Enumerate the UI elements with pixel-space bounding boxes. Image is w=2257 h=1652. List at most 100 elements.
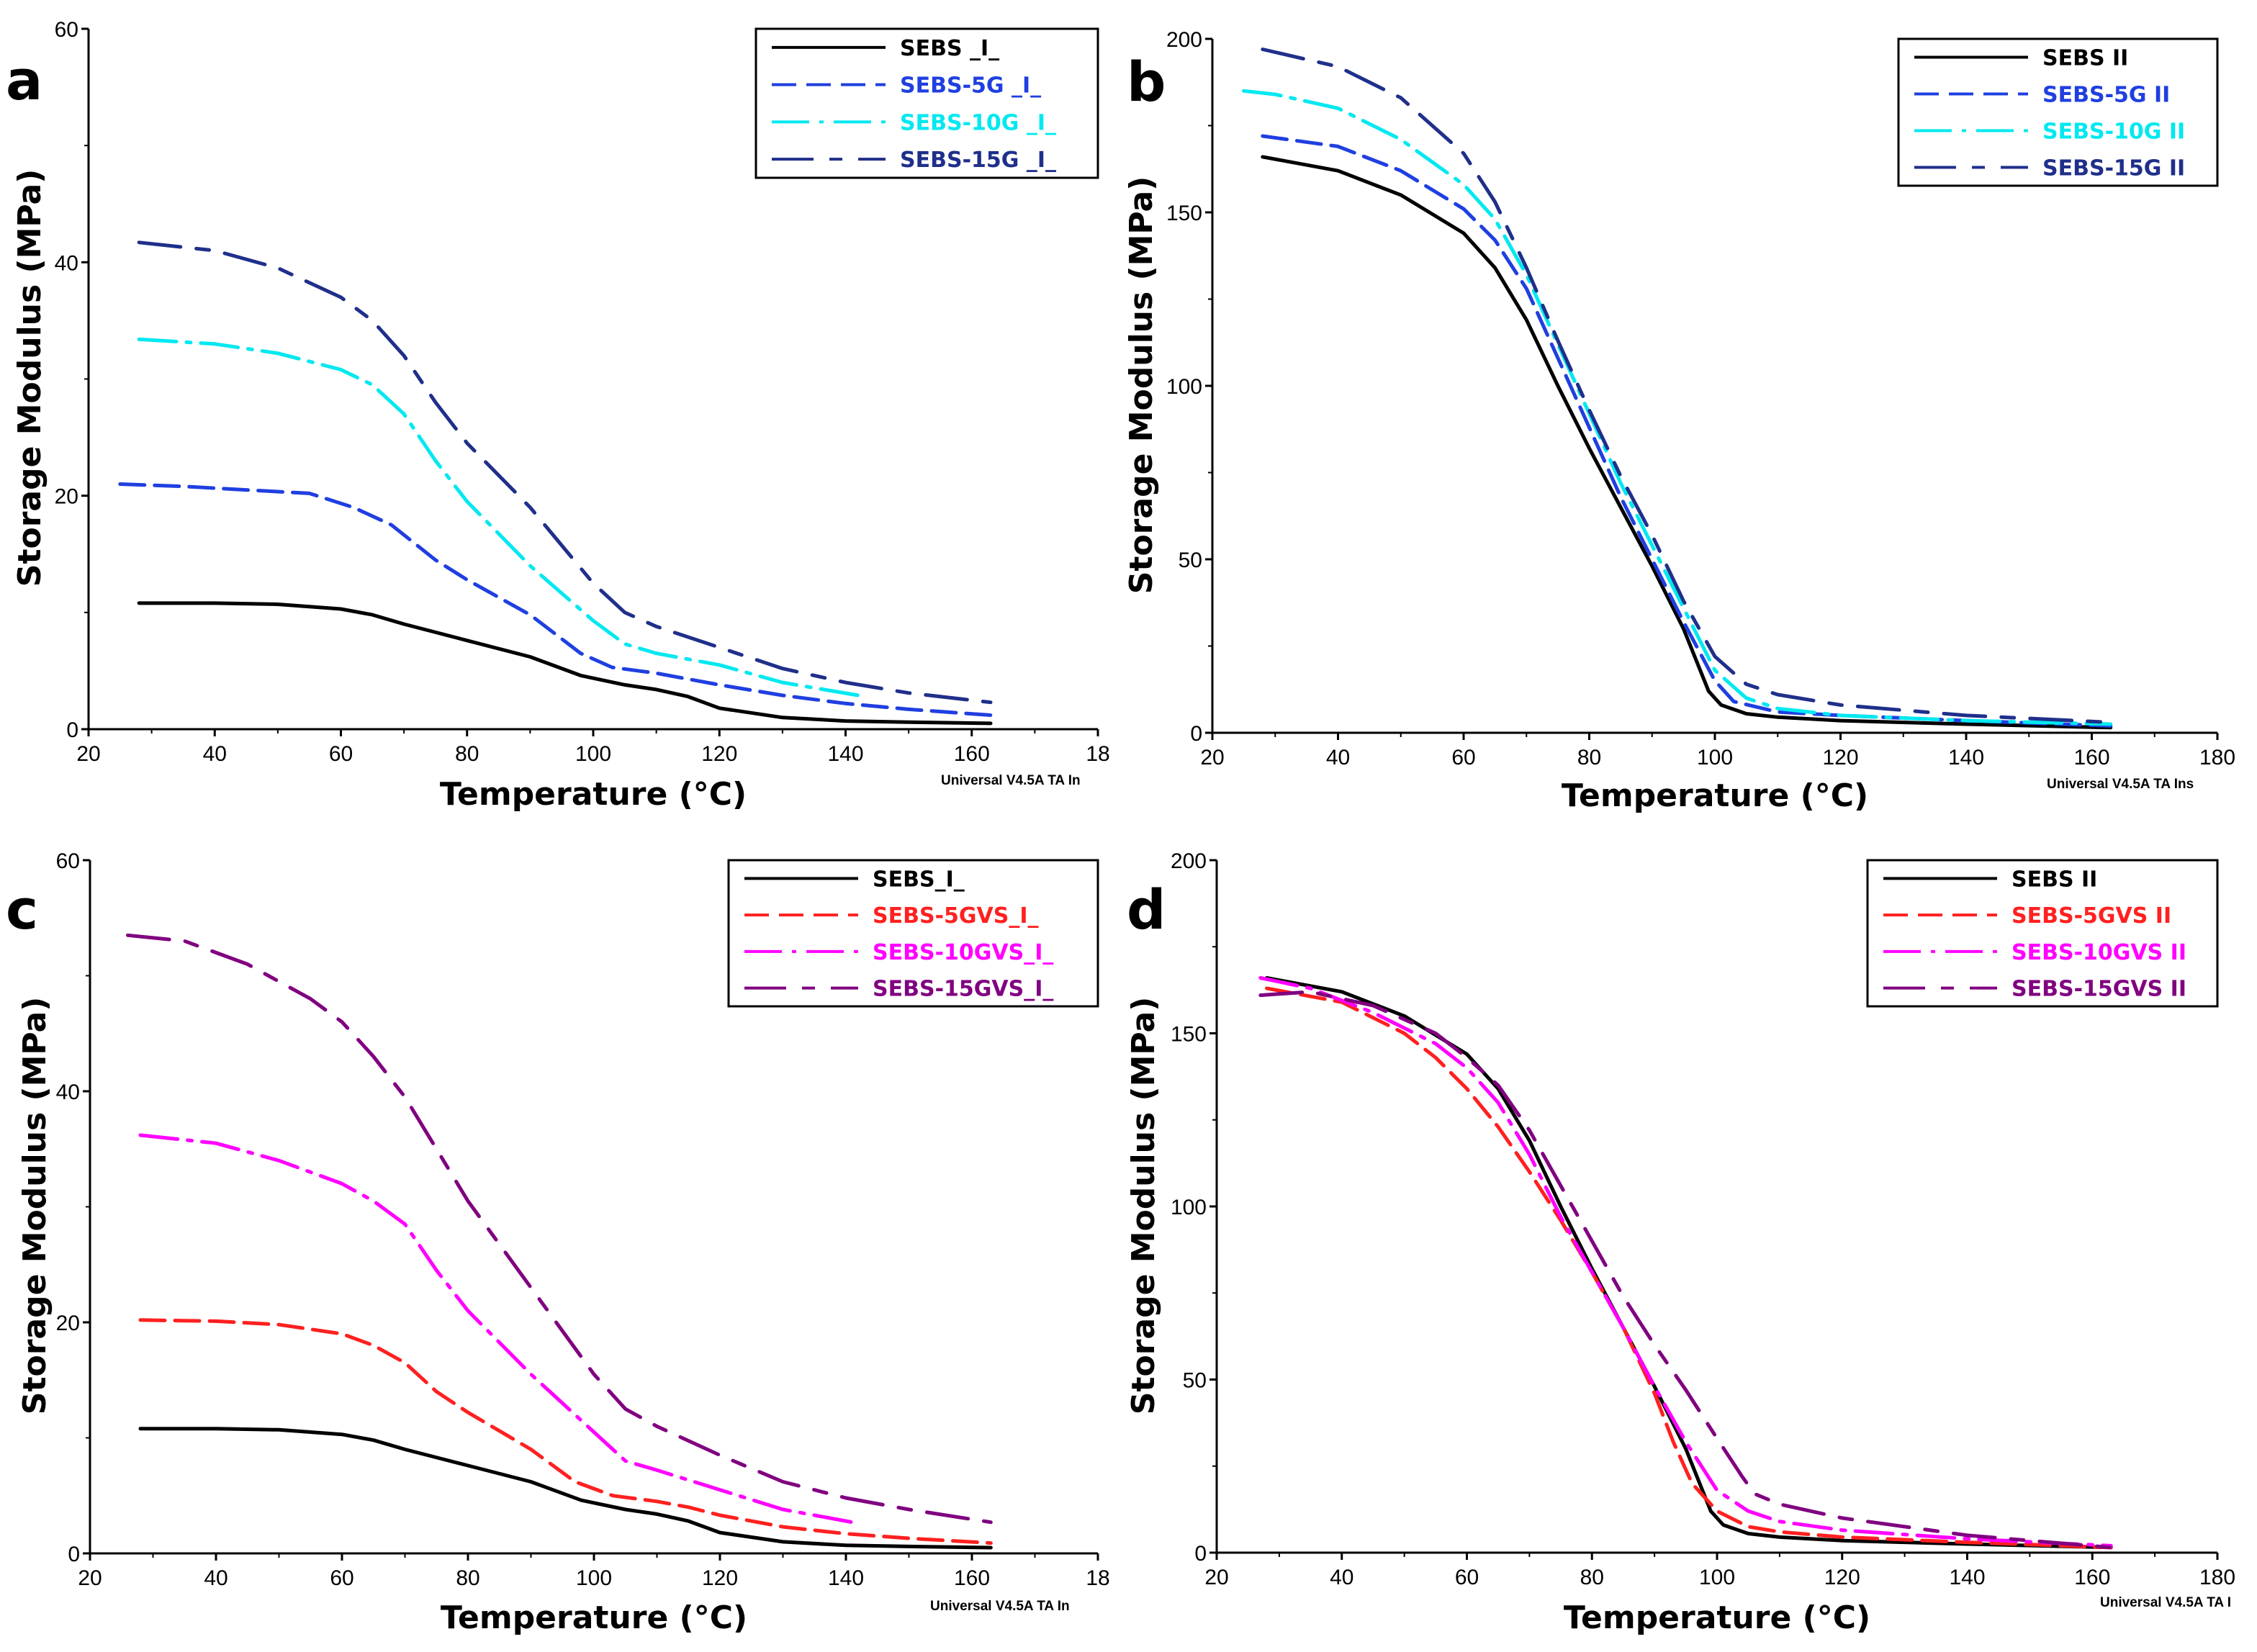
series-lines bbox=[1258, 976, 2113, 1550]
x-tick-label: 80 bbox=[456, 1566, 479, 1590]
y-tick-label: 150 bbox=[1166, 202, 1202, 225]
x-tick-label: 40 bbox=[1330, 1566, 1353, 1589]
y-tick-label: 0 bbox=[1194, 1542, 1207, 1566]
legend-entry: SEBS-5GVS II bbox=[2012, 903, 2171, 929]
legend-entry: SEBS-10GVS II bbox=[2012, 940, 2186, 965]
y-tick-label: 20 bbox=[56, 1312, 80, 1335]
x-tick-label: 140 bbox=[1948, 746, 1984, 769]
instrument-footer: Universal V4.5A TA In bbox=[930, 1599, 1070, 1614]
x-axis-title: Temperature (°C) bbox=[1564, 1599, 1870, 1636]
series-line-2 bbox=[1265, 986, 2113, 1550]
legend-entry: SEBS _I_ bbox=[900, 36, 999, 61]
y-tick-label: 200 bbox=[1166, 28, 1202, 52]
series-line-2 bbox=[1261, 134, 2113, 728]
legend: SEBS II SEBS-5GVS II SEBS-10GVS II SEBS-15G… bbox=[1866, 859, 2219, 1008]
legend-box bbox=[1866, 859, 2219, 1008]
legend-entry: SEBS-10G _I_ bbox=[900, 110, 1056, 135]
x-tick-label: 40 bbox=[204, 1566, 227, 1590]
x-tick-label: 140 bbox=[1949, 1566, 1985, 1589]
legend-entry: SEBS-5G II bbox=[2042, 83, 2170, 108]
legend: SEBS_I_ SEBS-5GVS_I_ SEBS-10GVS_I_ SEBS-15G… bbox=[727, 859, 1099, 1008]
x-tick-label: 20 bbox=[1200, 746, 1224, 769]
x-tick-label: 160 bbox=[954, 742, 990, 766]
y-tick-label: 100 bbox=[1171, 1196, 1207, 1219]
x-axis-title: Temperature (°C) bbox=[1562, 777, 1868, 814]
legend-box bbox=[727, 859, 1099, 1008]
panel-letter: c bbox=[6, 877, 38, 942]
series-line-3 bbox=[138, 1133, 860, 1525]
legend-entry: SEBS-15G II bbox=[2042, 156, 2185, 181]
series-lines bbox=[118, 240, 993, 726]
x-tick-label: 140 bbox=[828, 1566, 864, 1590]
y-tick-label: 40 bbox=[56, 1080, 80, 1104]
x-tick-label: 100 bbox=[1699, 1566, 1735, 1589]
x-tick-label: 180 bbox=[2199, 746, 2235, 769]
series-lines bbox=[1242, 48, 2113, 730]
x-tick-label: 180 bbox=[2199, 1566, 2235, 1589]
x-tick-label: 40 bbox=[1326, 746, 1350, 769]
panel-d: 20 40 60 80 100 120 140 160 180 0 50 100 150 200 Tempe… bbox=[1125, 849, 2235, 1636]
series-line-2 bbox=[138, 1318, 993, 1545]
legend-entry: SEBS-10G II bbox=[2042, 119, 2185, 145]
x-tick-label: 60 bbox=[329, 742, 353, 766]
y-tick-label: 150 bbox=[1171, 1023, 1207, 1047]
y-tick-label: 0 bbox=[1190, 722, 1202, 746]
x-tick-label: 100 bbox=[1697, 746, 1733, 769]
x-tick-label: 20 bbox=[76, 742, 100, 766]
x-tick-label: 100 bbox=[576, 1566, 612, 1590]
x-tick-label: 60 bbox=[1455, 1566, 1479, 1589]
x-tick-label: 120 bbox=[701, 742, 737, 766]
x-tick-label: 60 bbox=[1451, 746, 1475, 769]
series-line-3 bbox=[1242, 89, 2113, 726]
panel-letter: b bbox=[1127, 50, 1166, 114]
series-line-4 bbox=[1258, 990, 2113, 1550]
panel-c: 20 40 60 80 100 120 140 160 180204060Temperature… bbox=[6, 849, 1110, 1636]
series-line-3 bbox=[137, 337, 860, 698]
y-tick-label: 40 bbox=[55, 251, 78, 275]
series-lines bbox=[126, 933, 993, 1550]
x-tick-label: 40 bbox=[203, 742, 227, 766]
legend-entry: SEBS II bbox=[2012, 867, 2097, 892]
x-tick-label: 20 bbox=[1204, 1566, 1228, 1589]
instrument-footer: Universal V4.5A TA Ins bbox=[2047, 777, 2194, 792]
x-tick-label: 80 bbox=[1577, 746, 1601, 769]
x-tick-label: 80 bbox=[1580, 1566, 1604, 1589]
legend-entry: SEBS-10GVS_I_ bbox=[873, 940, 1053, 965]
legend-entry: SEBS-5GVS_I_ bbox=[873, 903, 1039, 929]
x-tick-label: 140 bbox=[827, 742, 863, 766]
series-line-1 bbox=[137, 601, 993, 726]
y-tick-label: 60 bbox=[55, 18, 78, 42]
y-tick-label: 50 bbox=[1179, 549, 1202, 572]
x-tick-label: 18 bbox=[1086, 742, 1109, 766]
series-line-2 bbox=[118, 482, 993, 717]
legend-entry: SEBS-5G _I_ bbox=[900, 73, 1041, 99]
y-axis-title: Storage Modulus (MPa) bbox=[1125, 997, 1162, 1415]
legend: SEBS _I_ SEBS-5G _I_ SEBS-10G _I_ SEBS-15G … bbox=[754, 27, 1099, 179]
x-tick-label: 120 bbox=[1824, 1566, 1860, 1589]
legend: SEBS II SEBS-5G II SEBS-10G II SEBS-15G II bbox=[1897, 37, 2219, 187]
x-tick-label: 100 bbox=[575, 742, 611, 766]
series-line-1 bbox=[138, 1427, 993, 1550]
y-tick-label: 0 bbox=[66, 718, 78, 742]
x-tick-label: 20 bbox=[78, 1566, 102, 1590]
series-line-4 bbox=[137, 240, 993, 705]
panel-letter: a bbox=[6, 48, 42, 112]
y-tick-label: 0 bbox=[68, 1543, 80, 1566]
y-tick-label: 100 bbox=[1166, 375, 1202, 399]
x-axis-title: Temperature (°C) bbox=[440, 776, 747, 813]
panel-b: 20 40 60 80 100 120 140 160 180 0 50 100 150 200 Tempe… bbox=[1123, 28, 2235, 814]
x-axis-title: Temperature (°C) bbox=[441, 1599, 747, 1636]
legend-entry: SEBS II bbox=[2042, 46, 2128, 71]
legend-entry: SEBS-15GVS II bbox=[2012, 977, 2186, 1002]
legend-box bbox=[754, 27, 1099, 179]
legend-entry: SEBS_I_ bbox=[873, 867, 965, 892]
x-tick-label: 160 bbox=[954, 1566, 990, 1590]
legend-entry: SEBS-15GVS_I_ bbox=[873, 977, 1053, 1002]
y-axis-title: Storage Modulus (MPa) bbox=[12, 169, 48, 587]
series-line-1 bbox=[1261, 155, 2113, 730]
x-tick-label: 160 bbox=[2074, 1566, 2110, 1589]
y-tick-label: 50 bbox=[1183, 1369, 1207, 1393]
legend-box bbox=[1897, 37, 2219, 187]
series-line-4 bbox=[126, 933, 993, 1525]
